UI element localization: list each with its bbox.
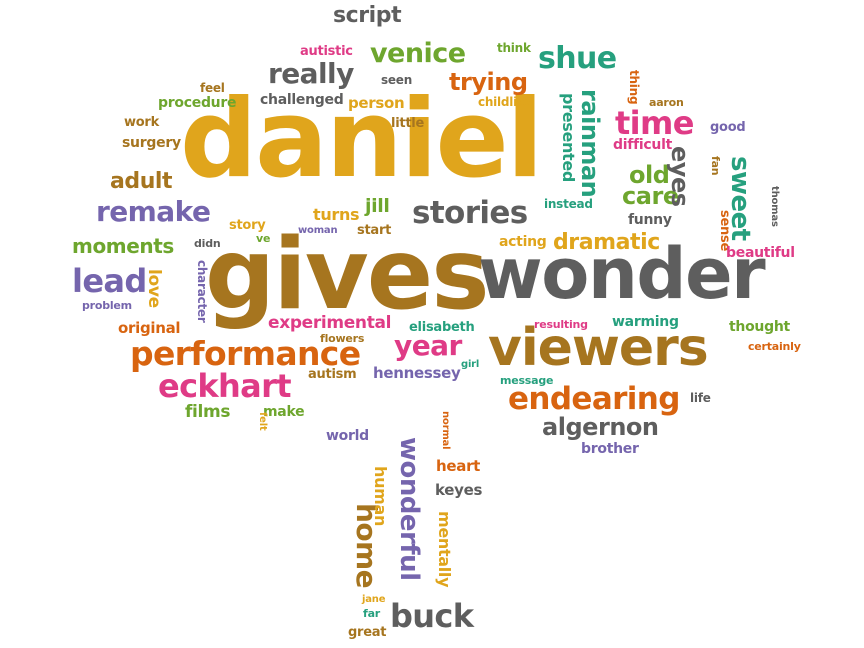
word-beautiful: beautiful — [726, 245, 795, 261]
word-viewers: viewers — [488, 318, 709, 378]
word-world: world — [326, 428, 369, 444]
word-normal: normal — [440, 411, 451, 450]
word-daniel: daniel — [180, 77, 544, 202]
word-mentally: mentally — [435, 511, 454, 588]
word-great: great — [348, 625, 387, 640]
word-fan: fan — [709, 156, 722, 176]
word-ve: ve — [256, 232, 271, 245]
word-aaron: aaron — [649, 96, 684, 109]
word-wonderful: wonderful — [394, 437, 424, 581]
word-acting: acting — [499, 234, 547, 250]
word-eckhart: eckhart — [158, 367, 292, 405]
word-year: year — [394, 329, 462, 362]
word-start: start — [357, 223, 392, 238]
word-little: little — [391, 116, 425, 131]
word-old: old — [629, 161, 670, 189]
word-challenged: challenged — [260, 92, 344, 108]
word-lead: lead — [72, 262, 147, 300]
word-warming: warming — [612, 314, 679, 330]
word-message: message — [500, 374, 554, 387]
word-films: films — [185, 402, 231, 422]
word-good: good — [710, 120, 746, 135]
word-life: life — [690, 391, 711, 405]
word-time: time — [615, 104, 694, 142]
word-procedure: procedure — [158, 95, 237, 111]
word-hennessey: hennessey — [373, 364, 461, 382]
word-autistic: autistic — [300, 44, 353, 59]
word-remake: remake — [96, 195, 211, 228]
word-certainly: certainly — [748, 340, 801, 353]
word-love: love — [144, 269, 164, 308]
word-turns: turns — [313, 205, 360, 224]
word-rainman: rainman — [576, 89, 604, 198]
word-eyes: eyes — [666, 146, 694, 207]
word-experimental: experimental — [268, 313, 392, 333]
word-didn: didn — [194, 237, 221, 250]
word-presented: presented — [559, 93, 578, 183]
word-original: original — [118, 319, 181, 337]
word-keyes: keyes — [435, 481, 483, 499]
word-trying: trying — [449, 68, 528, 96]
word-brother: brother — [581, 441, 639, 457]
word-stories: stories — [412, 195, 528, 231]
word-character: character — [195, 260, 209, 323]
word-childlike: childlike — [478, 95, 533, 109]
word-algernon: algernon — [542, 413, 659, 441]
word-dramatic: dramatic — [553, 230, 660, 255]
word-woman: woman — [298, 225, 338, 236]
word-performance: performance — [130, 334, 361, 373]
word-gives: gives — [205, 218, 490, 332]
word-think: think — [497, 41, 531, 55]
word-funny: funny — [628, 212, 672, 228]
word-person: person — [348, 94, 405, 112]
word-make: make — [263, 404, 305, 420]
word-jill: jill — [365, 195, 390, 217]
word-shue: shue — [538, 41, 617, 76]
word-script: script — [333, 3, 402, 28]
word-thing: thing — [627, 70, 641, 105]
word-difficult: difficult — [613, 137, 673, 153]
word-flowers: flowers — [320, 332, 365, 345]
word-care: care — [622, 182, 679, 210]
word-elisabeth: elisabeth — [409, 320, 475, 335]
word-surgery: surgery — [122, 135, 181, 151]
word-thomas: thomas — [769, 186, 780, 227]
word-far: far — [363, 607, 380, 620]
word-human: human — [371, 466, 390, 527]
word-wonder: wonder — [478, 233, 766, 315]
word-autism: autism — [308, 367, 357, 382]
word-girl: girl — [461, 359, 480, 370]
word-moments: moments — [72, 234, 174, 258]
word-adult: adult — [110, 169, 173, 194]
word-venice: venice — [370, 38, 466, 69]
word-feel: feel — [200, 81, 225, 95]
word-really: really — [268, 57, 354, 90]
word-work: work — [124, 115, 159, 130]
word-buck: buck — [390, 597, 474, 635]
word-problem: problem — [82, 299, 132, 312]
word-jane: jane — [362, 594, 386, 605]
word-endearing: endearing — [508, 381, 680, 417]
word-resulting: resulting — [534, 318, 588, 331]
word-seen: seen — [381, 73, 413, 87]
word-story: story — [229, 218, 266, 233]
word-heart: heart — [436, 457, 481, 475]
word-thought: thought — [729, 319, 790, 335]
word-felt: felt — [257, 412, 268, 431]
word-instead: instead — [544, 197, 593, 211]
